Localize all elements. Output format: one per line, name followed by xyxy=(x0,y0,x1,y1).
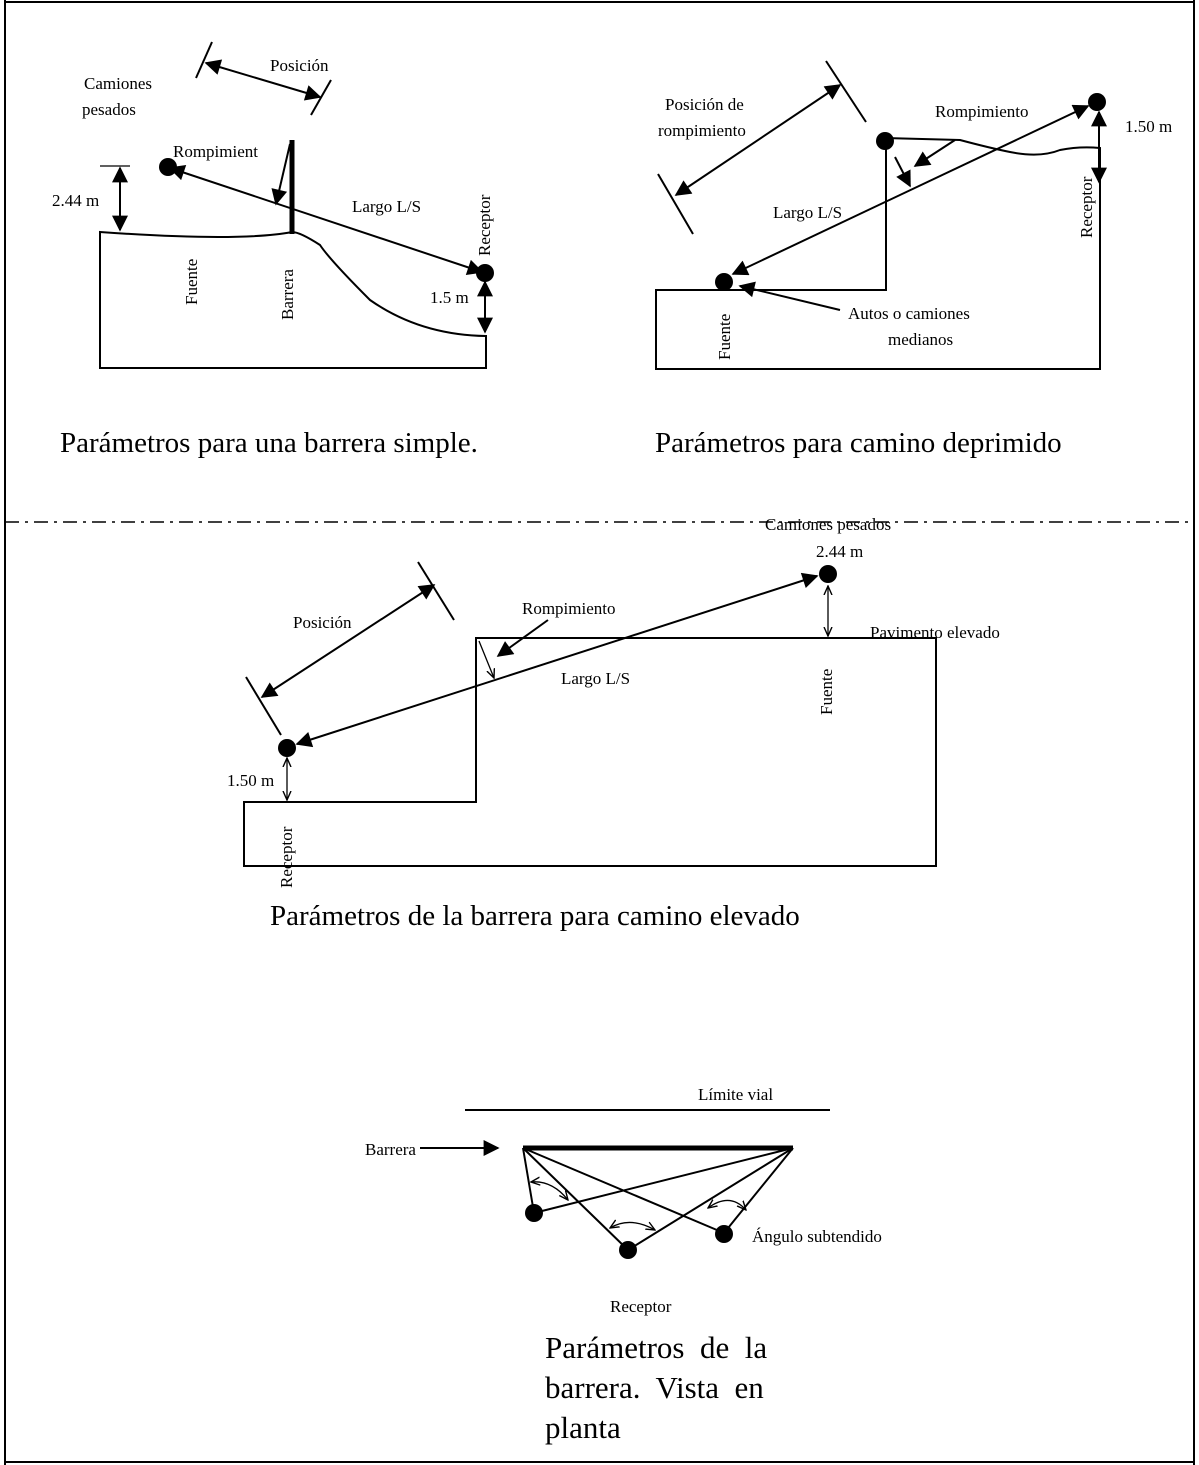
break-position-arrow xyxy=(674,84,842,196)
label-break: Rompimiento xyxy=(522,599,616,618)
label-length: Largo L/S xyxy=(352,197,421,216)
label-source: Fuente xyxy=(715,314,734,360)
label-vehicles-line2: medianos xyxy=(888,330,953,349)
position-arrow xyxy=(260,584,436,698)
label-break-position-line1: Posición de xyxy=(665,95,744,114)
caption-plan-line2: barrera. Vista en xyxy=(545,1370,764,1405)
label-vehicles-line1: Autos o camiones xyxy=(848,304,970,323)
label-position: Posición xyxy=(293,613,352,632)
panel-plan-view: Límite vial Barrera Ángulo subtendido Re… xyxy=(365,1085,882,1445)
sight-lines xyxy=(522,1147,794,1251)
receiver-point xyxy=(476,264,494,282)
break-arrow-a xyxy=(913,139,956,167)
label-height: 1.50 m xyxy=(1125,117,1172,136)
label-position: Posición xyxy=(270,56,329,75)
receiver-point-2 xyxy=(619,1241,637,1259)
break-point xyxy=(876,132,894,150)
position-tick-left xyxy=(245,676,282,736)
caption-elevated-road: Parámetros de la barrera para camino ele… xyxy=(270,900,800,932)
position-tick-right xyxy=(310,79,332,116)
label-source: Fuente xyxy=(182,259,201,305)
label-trucks-line1: Camiones xyxy=(84,74,152,93)
label-break: Rompimient xyxy=(173,142,258,161)
source-point xyxy=(819,565,837,583)
receiver-point-1 xyxy=(525,1204,543,1222)
panel-elevated-road: Camiones pesados 2.44 m Posición Rompimi… xyxy=(227,515,1000,932)
break-arrow xyxy=(496,619,549,657)
break-position-tick-right xyxy=(825,60,867,123)
terrain-profile xyxy=(243,637,937,867)
label-height-bottom: 1.50 m xyxy=(227,771,274,790)
panel-simple-barrier: Camiones pesados Posición Rompimient 2.4… xyxy=(52,41,494,459)
label-height: 2.44 m xyxy=(52,191,99,210)
label-length: Largo L/S xyxy=(773,203,842,222)
label-barrier: Barrera xyxy=(365,1140,416,1159)
receiver-point-3 xyxy=(715,1225,733,1243)
label-break: Rompimiento xyxy=(935,102,1029,121)
label-receiver: Receptor xyxy=(1077,176,1096,238)
angle-arcs xyxy=(531,1182,746,1230)
caption-plan-line1: Parámetros de la xyxy=(545,1330,767,1365)
source-point xyxy=(715,273,733,291)
receiver-point xyxy=(1088,93,1106,111)
caption-plan-line3: planta xyxy=(545,1410,621,1445)
label-length: Largo L/S xyxy=(561,669,630,688)
label-trucks-line2: pesados xyxy=(82,100,136,119)
break-arrow-b xyxy=(894,156,911,188)
label-receiver-height: 1.5 m xyxy=(430,288,469,307)
label-receiver: Receptor xyxy=(610,1297,672,1316)
label-receiver: Receptor xyxy=(475,194,494,256)
line-of-sight-arrow xyxy=(295,572,819,748)
label-trucks: Camiones pesados xyxy=(765,515,891,534)
label-pavement: Pavimento elevado xyxy=(870,623,1000,642)
vehicles-arrow xyxy=(738,281,841,311)
break-height-mark xyxy=(478,640,494,678)
label-road-limit: Límite vial xyxy=(698,1085,773,1104)
panel-depressed-road: Posición de rompimiento Rompimiento 1.50… xyxy=(655,60,1172,459)
label-source: Fuente xyxy=(817,669,836,715)
label-angle: Ángulo subtendido xyxy=(752,1227,882,1246)
line-of-sight-arrow xyxy=(168,164,484,276)
caption-simple-barrier: Parámetros para una barrera simple. xyxy=(60,427,478,459)
position-arrow xyxy=(204,59,322,101)
label-break-position-line2: rompimiento xyxy=(658,121,746,140)
receiver-point xyxy=(278,739,296,757)
caption-depressed-road: Parámetros para camino deprimido xyxy=(655,427,1062,459)
label-barrier: Barrera xyxy=(278,269,297,320)
break-position-tick-left xyxy=(657,173,694,235)
position-tick-right xyxy=(417,561,455,621)
break-arrow xyxy=(271,143,291,206)
label-receiver: Receptor xyxy=(277,826,296,888)
label-height-top: 2.44 m xyxy=(816,542,863,561)
source-point xyxy=(159,158,177,176)
line-of-sight-arrow xyxy=(731,104,1090,276)
page-frame xyxy=(4,0,1195,1465)
position-tick-left xyxy=(195,41,213,79)
